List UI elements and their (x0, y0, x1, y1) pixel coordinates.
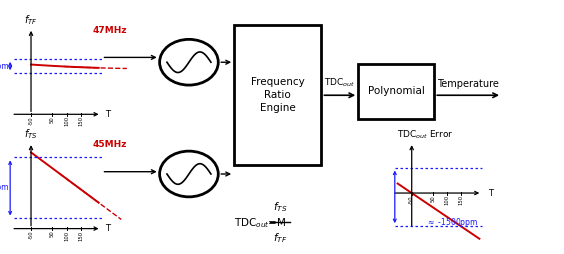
Text: 50: 50 (50, 231, 55, 237)
Text: Temperature: Temperature (437, 79, 499, 89)
Text: 150: 150 (459, 195, 464, 205)
Text: $f_{TS}$: $f_{TS}$ (273, 200, 288, 214)
Text: $f_{TS}$: $f_{TS}$ (24, 127, 38, 141)
Text: 45MHz: 45MHz (93, 140, 127, 149)
Text: 100: 100 (445, 195, 450, 205)
Text: 100ppm: 100ppm (0, 61, 9, 71)
Text: 47MHz: 47MHz (93, 26, 127, 35)
Bar (234, 25, 321, 165)
Text: 1400ppm: 1400ppm (0, 183, 9, 193)
Text: TDC$_{out}$: TDC$_{out}$ (324, 76, 355, 89)
Text: 50: 50 (50, 116, 55, 123)
Text: 100: 100 (64, 116, 69, 126)
Text: $f_{TF}$: $f_{TF}$ (273, 231, 288, 245)
Text: T: T (105, 110, 111, 119)
Text: T: T (488, 188, 493, 198)
Text: 100: 100 (64, 231, 69, 241)
Bar (358, 64, 434, 119)
Text: -50: -50 (29, 116, 33, 125)
Text: T: T (105, 224, 111, 233)
Text: 150: 150 (78, 116, 83, 126)
Text: Polynomial: Polynomial (368, 86, 425, 97)
Text: TDC$_{out}$=M: TDC$_{out}$=M (234, 217, 287, 230)
Text: -50: -50 (29, 231, 33, 239)
Text: $\approx$ -1500ppm: $\approx$ -1500ppm (426, 216, 478, 229)
Text: 50: 50 (431, 195, 435, 202)
Text: 150: 150 (78, 231, 83, 241)
Text: -50: -50 (409, 195, 414, 204)
Text: Frequency
Ratio
Engine: Frequency Ratio Engine (251, 77, 305, 114)
Text: $f_{TF}$: $f_{TF}$ (24, 13, 38, 27)
Text: TDC$_{out}$ Error: TDC$_{out}$ Error (398, 129, 454, 141)
